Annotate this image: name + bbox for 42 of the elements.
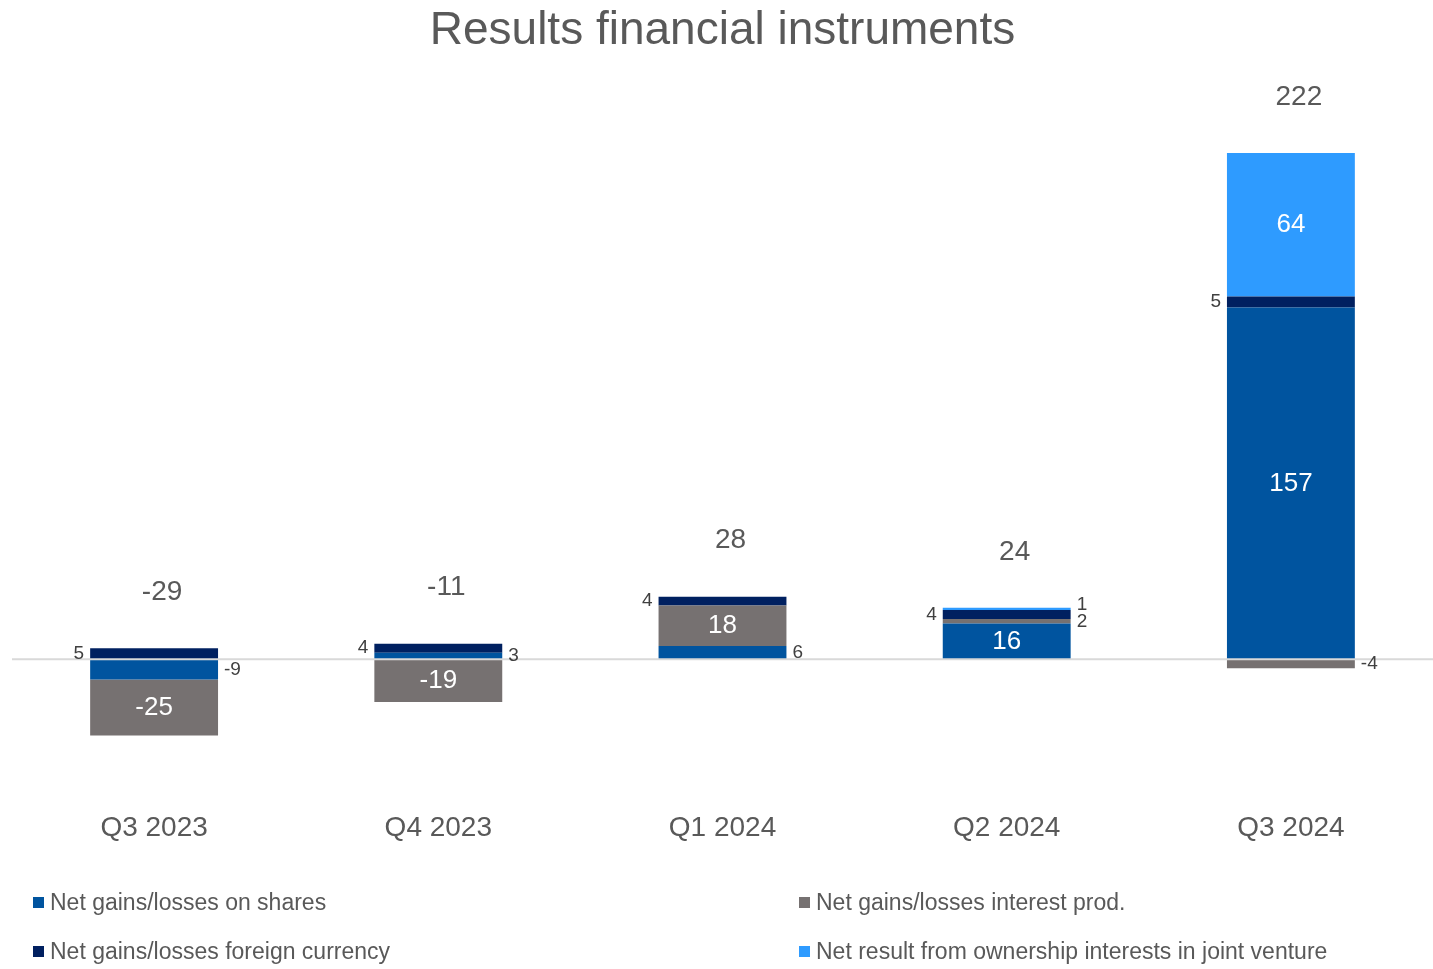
x-tick-label: Q2 2024 bbox=[952, 810, 1061, 842]
x-tick-label: Q3 2024 bbox=[1237, 810, 1345, 842]
data-label: 16 bbox=[992, 624, 1022, 655]
bar bbox=[1226, 296, 1355, 308]
data-label: 4 bbox=[926, 602, 938, 624]
x-tick-label: Q1 2024 bbox=[668, 810, 777, 842]
legend-label: Net gains/losses interest prod. bbox=[816, 889, 1126, 916]
total-label: -11 bbox=[427, 570, 466, 602]
data-label: 64 bbox=[1276, 207, 1306, 238]
x-tick-label: Q4 2023 bbox=[384, 810, 493, 842]
bar bbox=[374, 659, 503, 702]
bar bbox=[658, 605, 787, 646]
bar bbox=[374, 643, 503, 653]
data-label: -9 bbox=[224, 657, 241, 679]
bar bbox=[942, 619, 1071, 624]
legend-label: Net gains/losses on shares bbox=[50, 889, 327, 916]
data-label: 6 bbox=[792, 640, 804, 662]
data-label: -19 bbox=[419, 663, 458, 694]
x-tick-label: Q3 2023 bbox=[100, 810, 208, 842]
data-label: 18 bbox=[708, 608, 737, 639]
bar bbox=[1226, 307, 1355, 660]
total-label: 222 bbox=[1275, 79, 1323, 111]
chart-title: Results financial instruments bbox=[429, 2, 1016, 55]
data-label: -25 bbox=[135, 690, 173, 721]
data-label: 3 bbox=[508, 644, 519, 666]
data-label: 157 bbox=[1269, 466, 1313, 497]
legend-label: Net gains/losses foreign currency bbox=[50, 938, 391, 965]
bar bbox=[658, 596, 787, 606]
bar bbox=[942, 610, 1071, 620]
data-label: 4 bbox=[357, 636, 369, 658]
data-label: 5 bbox=[1210, 290, 1221, 312]
data-label: 5 bbox=[73, 642, 85, 663]
bar bbox=[90, 679, 219, 736]
data-label: 4 bbox=[641, 589, 653, 611]
legend-label: Net result from ownership interests in joint venture bbox=[816, 938, 1328, 965]
data-label: -4 bbox=[1360, 652, 1379, 674]
bar bbox=[942, 623, 1071, 660]
total-label: 28 bbox=[714, 523, 747, 555]
total-label: -29 bbox=[141, 574, 183, 606]
bar bbox=[90, 659, 219, 680]
total-label: 24 bbox=[999, 534, 1031, 566]
bar bbox=[1226, 152, 1355, 297]
